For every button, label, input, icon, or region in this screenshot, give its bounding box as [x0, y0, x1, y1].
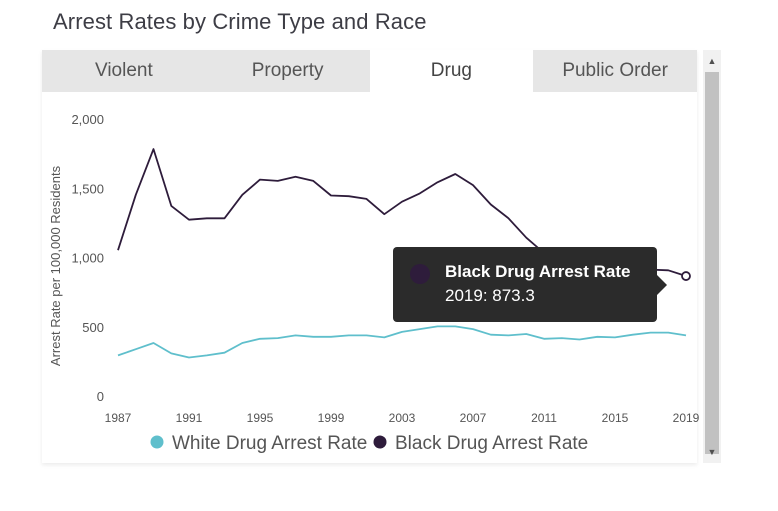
vertical-scrollbar[interactable]: ▲ ▼ — [703, 50, 721, 463]
tab-property[interactable]: Property — [205, 50, 370, 92]
scroll-down-icon[interactable]: ▼ — [707, 447, 717, 457]
scroll-thumb[interactable] — [705, 72, 719, 454]
chart-title: Arrest Rates by Crime Type and Race — [53, 9, 427, 34]
tooltip-value: 2019: 873.3 — [445, 286, 535, 305]
crime-type-tabs: Violent Property Drug Public Order — [42, 50, 697, 92]
tab-drug[interactable]: Drug — [369, 50, 534, 92]
series-color-dot-icon — [410, 264, 430, 284]
tab-violent[interactable]: Violent — [42, 50, 206, 92]
tab-public-order[interactable]: Public Order — [533, 50, 697, 92]
scroll-up-icon[interactable]: ▲ — [707, 56, 717, 66]
data-tooltip: Black Drug Arrest Rate 2019: 873.3 — [393, 247, 667, 322]
tooltip-series-name: Black Drug Arrest Rate — [445, 262, 631, 281]
